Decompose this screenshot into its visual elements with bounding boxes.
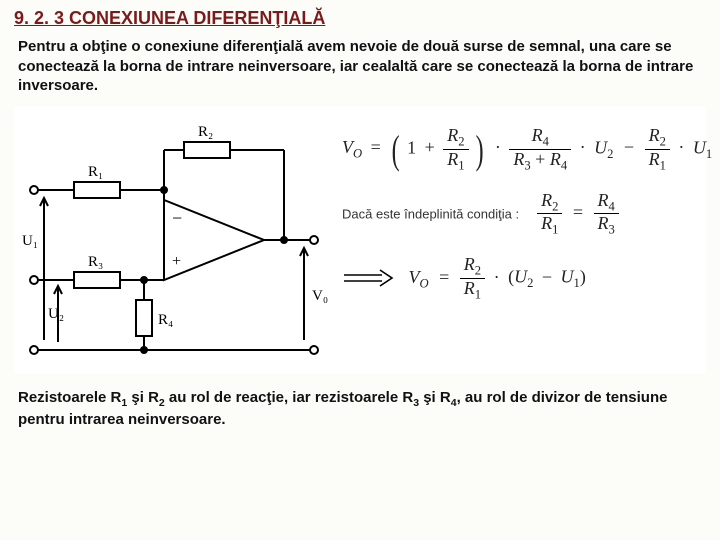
formula-box: VO = ( 1 + R2 R1 ) · R4 R3 + R4 · U2 − xyxy=(342,110,712,320)
opamp-minus: − xyxy=(172,208,182,228)
equation-vo-full: VO = ( 1 + R2 R1 ) · R4 R3 + R4 · U2 − xyxy=(342,126,712,173)
condition-label: Dacă este îndeplinită condiţia : xyxy=(342,206,519,221)
label-r3: R₃ xyxy=(88,254,103,270)
label-r4: R₄ xyxy=(158,312,173,328)
figure-row: U₁ U₂ R₁ R₂ R₃ R₄ V₀ − + VO = ( 1 xyxy=(14,106,706,374)
label-r2: R₂ xyxy=(198,124,213,140)
label-u1: U₁ xyxy=(22,233,38,249)
opamp-plus: + xyxy=(172,253,181,270)
label-u2: U₂ xyxy=(48,306,64,322)
equation-vo-simplified: VO = R2 R1 · (U2 − U1) xyxy=(342,255,712,302)
footer-paragraph: Rezistoarele R1 şi R2 au rol de reacţie,… xyxy=(18,388,702,430)
label-r1: R₁ xyxy=(88,164,103,180)
implies-arrow-icon xyxy=(342,267,396,289)
circuit-diagram: U₁ U₂ R₁ R₂ R₃ R₄ V₀ − + xyxy=(14,110,334,370)
section-title: 9. 2. 3 CONEXIUNEA DIFERENŢIALĂ xyxy=(14,8,706,29)
label-vo: V₀ xyxy=(312,288,328,304)
condition-line: Dacă este îndeplinită condiţia : R2 R1 =… xyxy=(342,191,712,238)
intro-paragraph: Pentru a obţine o conexiune diferenţială… xyxy=(18,37,702,96)
